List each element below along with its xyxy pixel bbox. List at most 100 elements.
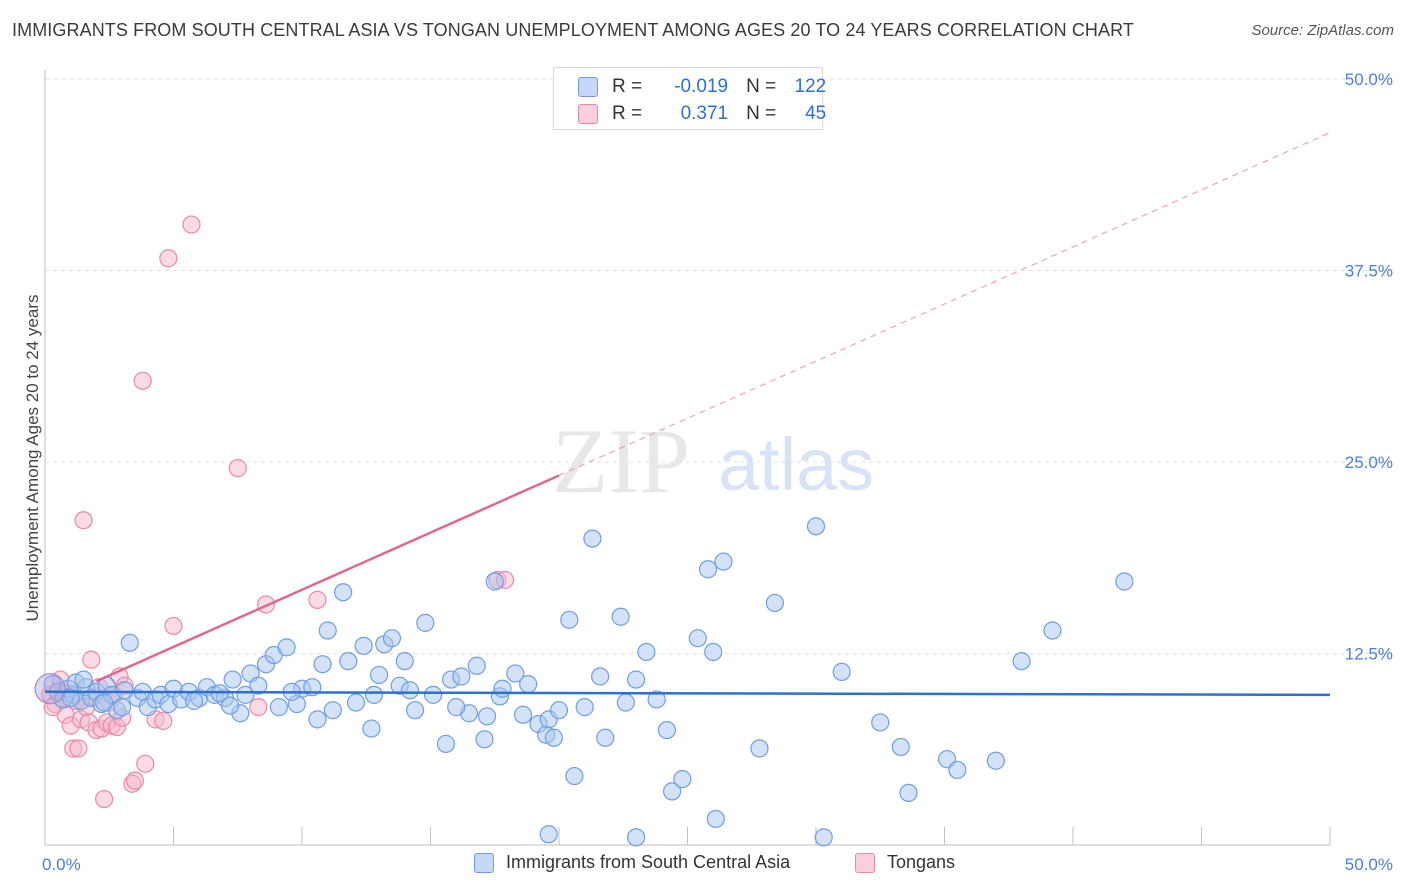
south-central-asia-point — [334, 583, 353, 602]
south-central-asia-point — [706, 809, 725, 829]
trend-line-tongans — [95, 474, 560, 683]
south-central-asia-point — [277, 638, 296, 657]
chart-title: IMMIGRANTS FROM SOUTH CENTRAL ASIA VS TO… — [12, 20, 1135, 40]
south-central-asia-point — [637, 642, 656, 662]
south-central-asia-point — [220, 696, 240, 715]
trend-line-south-central-asia — [44, 690, 1331, 697]
south-central-asia-point — [313, 655, 332, 674]
south-central-asia-point — [539, 825, 558, 844]
y-tick-label: 37.5% — [1345, 262, 1393, 281]
south-central-asia-point — [591, 667, 610, 686]
tongan-point — [249, 698, 268, 717]
south-central-asia-point — [899, 783, 918, 803]
y-tick-label: 12.5% — [1345, 645, 1393, 664]
south-central-asia-point — [596, 728, 615, 747]
south-central-asia-point — [364, 685, 384, 704]
south-central-asia-point — [616, 693, 635, 712]
south-central-asia-point — [560, 610, 579, 629]
source-label: Source: ZipAtlas.com — [1251, 22, 1394, 39]
south-central-asia-point — [269, 698, 288, 717]
legend-item-south-central-asia[interactable]: Immigrants from South Central Asia — [474, 852, 790, 873]
south-central-asia-point — [395, 652, 414, 671]
south-central-asia-point — [657, 720, 677, 740]
south-central-asia-point — [814, 828, 833, 847]
stats-legend: R = -0.019 N = 122 R = 0.371 N = 45 — [553, 67, 826, 130]
watermark: ZIP atlas — [552, 410, 874, 512]
tongan-point — [136, 754, 155, 773]
y-axis-title: Unemployment Among Ages 20 to 24 years — [23, 295, 42, 622]
series-south-central-asia — [34, 517, 1134, 847]
south-central-asia-point — [346, 693, 366, 712]
south-central-asia-point — [506, 664, 525, 683]
stats-r-value: -0.019 — [674, 76, 729, 97]
tongan-point — [228, 459, 247, 478]
south-central-asia-point — [583, 529, 602, 548]
tongan-point — [182, 215, 201, 234]
tongan-point — [159, 249, 178, 268]
stats-swatch-blue — [578, 77, 598, 97]
south-central-asia-point — [1043, 621, 1062, 640]
stats-row-pink: R = 0.371 N = 45 — [578, 101, 826, 127]
legend-swatch-pink — [855, 852, 875, 873]
south-central-asia-point — [647, 690, 666, 709]
x-axis-ticks — [44, 827, 1331, 845]
south-central-asia-point — [1115, 572, 1134, 591]
south-central-asia-point — [436, 734, 456, 753]
south-central-asia-point — [832, 662, 851, 681]
south-central-asia-point — [477, 707, 497, 726]
stats-n-label: N = — [746, 76, 777, 97]
south-central-asia-point — [416, 613, 435, 632]
south-central-asia-point — [544, 728, 563, 747]
south-central-asia-point — [400, 681, 420, 700]
legend-swatch-blue — [474, 852, 494, 873]
legend-item-tongans[interactable]: Tongans — [855, 852, 955, 873]
south-central-asia-point — [120, 633, 139, 652]
x-tick-label: 50.0% — [1345, 855, 1393, 874]
tongan-point — [74, 511, 93, 530]
south-central-asia-point — [575, 698, 594, 717]
tongan-point — [82, 650, 101, 669]
south-central-asia-point — [115, 681, 134, 700]
south-central-asia-point — [95, 693, 114, 712]
south-central-asia-point — [704, 642, 723, 662]
south-central-asia-point — [184, 691, 204, 711]
legend-label: Tongans — [887, 852, 956, 872]
tongan-point — [69, 739, 88, 758]
south-central-asia-point — [806, 517, 826, 536]
south-central-asia-point — [611, 607, 630, 626]
series-tongans — [41, 215, 515, 809]
stats-row-blue: R = -0.019 N = 122 — [578, 74, 826, 100]
tongan-point — [95, 789, 114, 809]
tongan-point — [133, 371, 152, 390]
south-central-asia-point — [698, 560, 718, 579]
south-central-asia-point — [549, 701, 569, 720]
south-central-asia-point — [714, 552, 733, 571]
stats-r-label: R = — [612, 76, 643, 97]
y-tick-label: 25.0% — [1345, 453, 1393, 472]
stats-r-value: 0.371 — [680, 103, 729, 124]
south-central-asia-point — [382, 629, 402, 648]
south-central-asia-point — [447, 698, 466, 717]
south-central-asia-point — [626, 828, 646, 847]
stats-r-label: R = — [612, 103, 643, 124]
cluster-point — [34, 673, 66, 705]
south-central-asia-point — [986, 751, 1006, 770]
trend-line-tongans-extension — [558, 132, 1331, 477]
south-central-asia-point — [318, 621, 337, 640]
south-central-asia-point — [871, 713, 890, 732]
south-central-asia-point — [626, 670, 646, 689]
y-tick-label: 50.0% — [1345, 70, 1393, 89]
watermark-atlas: atlas — [718, 423, 874, 506]
tongan-point — [154, 711, 173, 731]
stats-n-label: N = — [746, 103, 777, 124]
tongan-point — [164, 616, 183, 636]
south-central-asia-point — [493, 679, 512, 698]
south-central-asia-point — [354, 636, 373, 655]
legend-label: Immigrants from South Central Asia — [506, 852, 791, 872]
x-tick-label: 0.0% — [42, 855, 81, 874]
south-central-asia-point — [452, 667, 471, 686]
south-central-asia-point — [112, 698, 132, 717]
south-central-asia-point — [362, 719, 381, 738]
south-central-asia-point — [519, 675, 538, 694]
